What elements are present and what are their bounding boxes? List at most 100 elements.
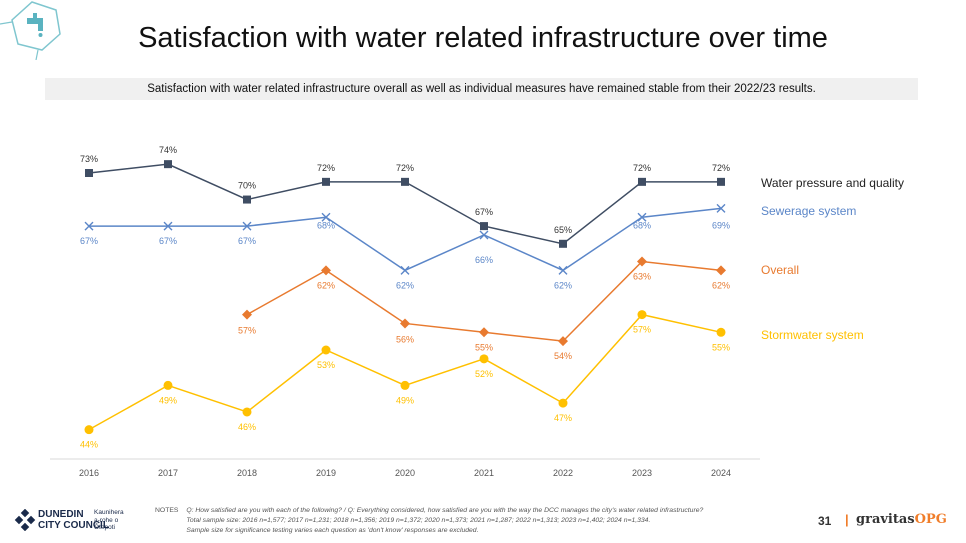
data-label-sewerage: 68%	[633, 220, 651, 230]
data-label-stormwater: 57%	[633, 325, 651, 335]
data-point-overall	[716, 265, 726, 276]
footer-notes: NOTES Q: How satisfied are you with each…	[155, 506, 703, 536]
data-point-water_pressure	[243, 195, 251, 204]
data-point-water_pressure	[164, 160, 172, 169]
data-label-overall: 55%	[475, 342, 493, 352]
council-line-1: DUNEDIN	[38, 509, 84, 520]
data-label-sewerage: 62%	[554, 280, 572, 290]
council-maori-line-1: Kaunihera	[94, 509, 124, 516]
data-label-overall: 57%	[238, 326, 256, 336]
brand-separator: |	[845, 512, 849, 527]
data-label-stormwater: 47%	[554, 413, 572, 423]
data-label-sewerage: 68%	[317, 220, 335, 230]
water-tap-logo	[0, 0, 70, 61]
data-point-sewerage	[637, 212, 647, 222]
series-line-stormwater	[88, 313, 722, 431]
legend-item-stormwater: Stormwater system	[761, 328, 864, 342]
data-label-stormwater: 49%	[396, 395, 414, 405]
data-point-sewerage	[479, 230, 489, 240]
council-name: DUNEDIN CITY COUNCIL	[38, 509, 109, 531]
council-maori-line-3: Ōtepoti	[94, 524, 115, 531]
data-point-stormwater	[716, 327, 726, 337]
brand-name: gravitas	[856, 512, 915, 527]
data-point-sewerage	[242, 221, 252, 231]
x-tick-label: 2020	[395, 468, 415, 478]
series-line-sewerage	[89, 207, 722, 272]
data-label-stormwater: 52%	[475, 369, 493, 379]
data-point-sewerage	[321, 212, 331, 222]
notes-line: Sample size for significance testing var…	[186, 527, 479, 534]
legend-item-water_pressure: Water pressure and quality	[761, 176, 904, 190]
notes-line: Total sample size: 2016 n=1,577; 2017 n=…	[186, 517, 651, 524]
data-point-water_pressure	[322, 177, 330, 186]
data-point-stormwater	[242, 407, 252, 417]
notes-tag: NOTES	[155, 507, 179, 514]
data-label-sewerage: 62%	[396, 280, 414, 290]
data-point-stormwater	[163, 380, 173, 390]
data-label-sewerage: 67%	[238, 236, 256, 246]
data-point-water_pressure	[85, 169, 93, 177]
data-point-stormwater	[479, 354, 489, 364]
data-label-stormwater: 49%	[159, 395, 177, 405]
data-label-sewerage: 67%	[80, 236, 98, 246]
data-point-stormwater	[321, 345, 331, 355]
line-chart: 73% 74% 70% 72% 72% 67% 65% 72% 72% 67% 67% 67% 68% 6…	[50, 145, 760, 478]
data-point-overall	[558, 336, 568, 347]
data-point-sewerage	[558, 265, 568, 275]
data-point-sewerage	[84, 221, 94, 231]
x-tick-label: 2019	[316, 468, 336, 478]
data-label-stormwater: 44%	[80, 440, 98, 450]
x-tick-label: 2022	[553, 468, 573, 478]
data-label-sewerage: 67%	[159, 236, 177, 246]
data-label-water_pressure: 70%	[238, 181, 256, 191]
legend-item-sewerage: Sewerage system	[761, 204, 857, 218]
data-point-water_pressure	[717, 177, 725, 186]
data-point-overall	[637, 256, 647, 267]
data-label-water_pressure: 65%	[554, 225, 572, 235]
council-maori-line-2: a-rohe o	[94, 516, 119, 524]
data-label-overall: 63%	[633, 272, 651, 282]
subtitle-banner: Satisfaction with water related infrastr…	[45, 78, 918, 100]
data-point-stormwater	[637, 310, 647, 320]
data-label-stormwater: 46%	[238, 422, 256, 432]
data-label-stormwater: 55%	[712, 342, 730, 352]
gravitas-logo: gravitasOPG	[856, 512, 947, 527]
page-title: Satisfaction with water related infrastr…	[138, 22, 828, 54]
data-point-water_pressure	[401, 177, 409, 186]
council-maori-name: Kaunihera a-rohe o Ōtepoti	[94, 509, 124, 532]
data-label-water_pressure: 72%	[317, 163, 335, 173]
data-point-overall	[321, 265, 331, 276]
data-point-water_pressure	[559, 239, 567, 248]
data-label-water_pressure: 74%	[159, 145, 177, 155]
data-label-overall: 54%	[554, 351, 572, 361]
data-point-sewerage	[716, 203, 726, 213]
data-label-stormwater: 53%	[317, 360, 335, 370]
data-point-stormwater	[84, 425, 94, 435]
page-number: 31	[818, 514, 832, 528]
data-point-overall	[479, 327, 489, 338]
council-line-2: CITY COUNCIL	[38, 520, 109, 531]
data-point-stormwater	[400, 380, 410, 390]
dunedin-city-council-logo	[14, 507, 134, 537]
x-tick-label: 2021	[474, 468, 494, 478]
data-label-sewerage: 66%	[475, 255, 493, 265]
x-tick-label: 2024	[711, 468, 731, 478]
data-label-water_pressure: 73%	[80, 154, 98, 164]
brand-suffix: OPG	[914, 512, 947, 527]
legend-item-overall: Overall	[761, 263, 800, 277]
data-label-water_pressure: 67%	[475, 207, 493, 217]
data-label-water_pressure: 72%	[633, 163, 651, 173]
data-label-overall: 62%	[712, 280, 730, 290]
data-label-sewerage: 69%	[712, 220, 730, 230]
data-point-overall	[400, 318, 410, 329]
data-point-stormwater	[558, 398, 568, 408]
data-point-water_pressure	[480, 222, 488, 231]
data-point-sewerage	[400, 265, 410, 275]
notes-line: Q: How satisfied are you with each of th…	[186, 507, 704, 514]
data-point-water_pressure	[638, 177, 646, 186]
data-label-overall: 56%	[396, 334, 414, 344]
x-tick-label: 2018	[237, 468, 257, 478]
data-label-water_pressure: 72%	[712, 163, 730, 173]
data-point-overall	[242, 309, 252, 320]
series-line-water_pressure	[88, 163, 721, 245]
